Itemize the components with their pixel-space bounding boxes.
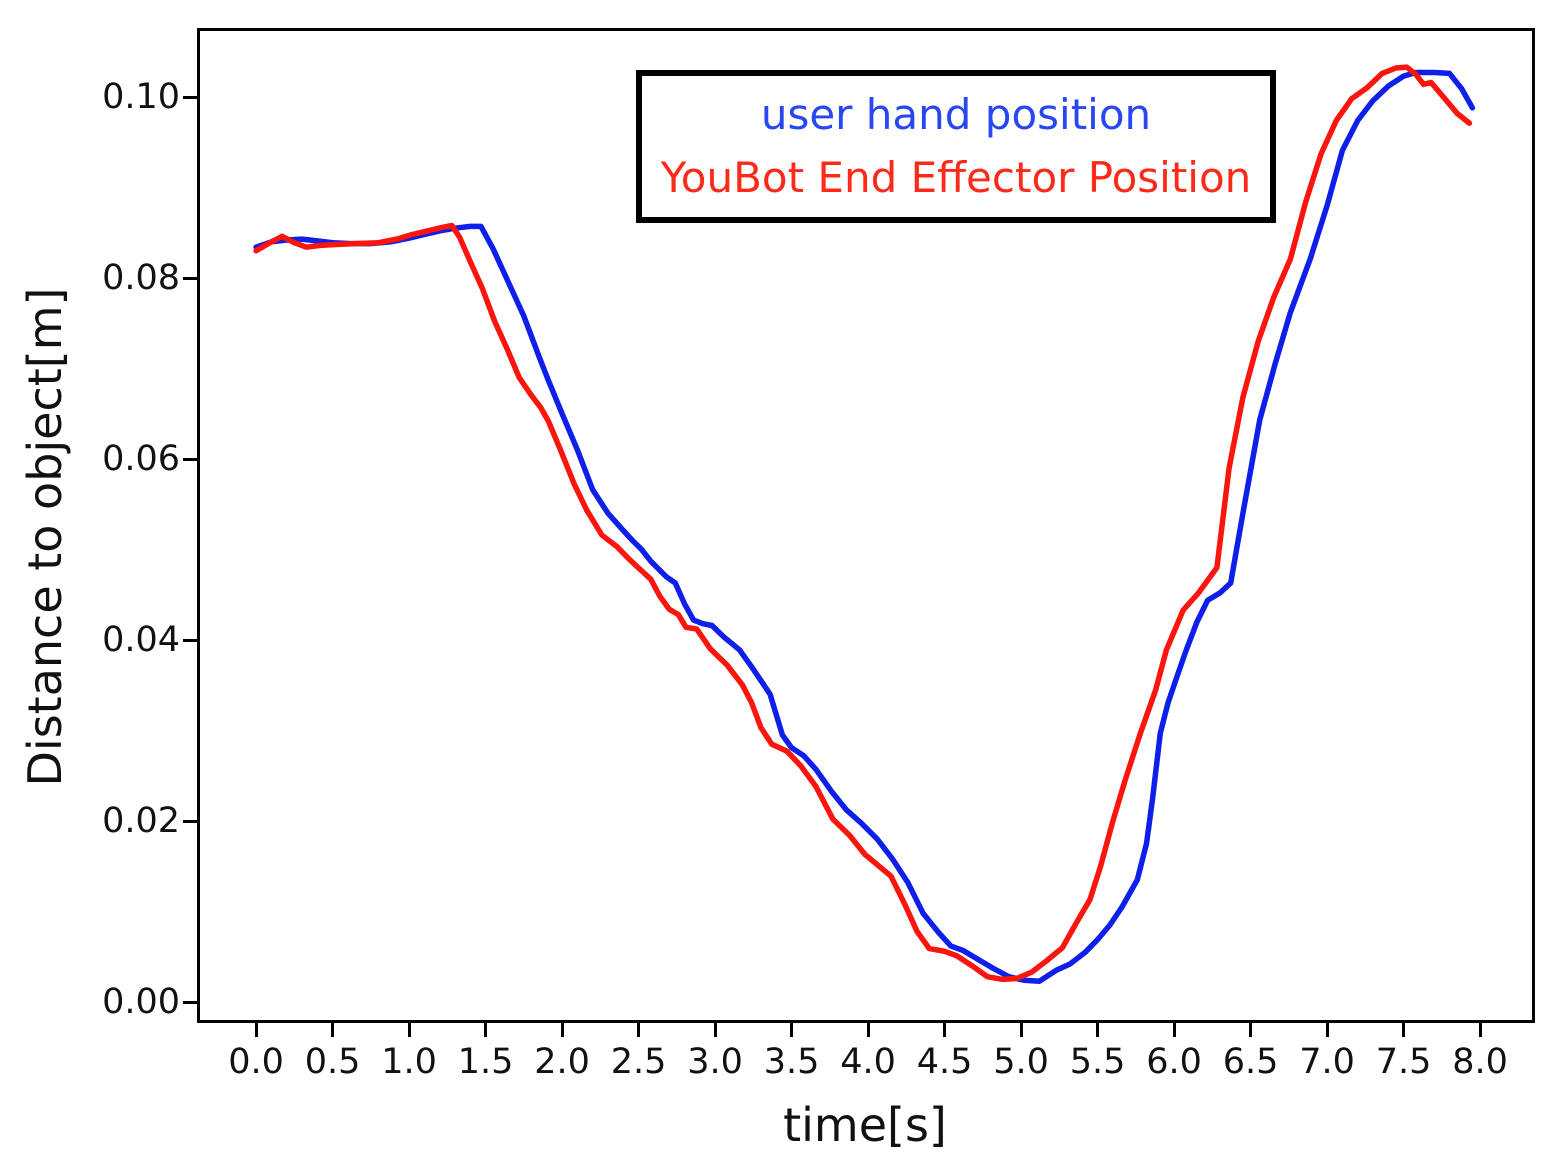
x-tick xyxy=(713,1023,717,1037)
plot-area xyxy=(197,28,1535,1023)
y-tick-label: 0.02 xyxy=(102,801,180,841)
x-tick xyxy=(943,1023,947,1037)
x-tick-label: 6.5 xyxy=(1222,1042,1279,1082)
y-tick-label: 0.06 xyxy=(102,439,180,479)
x-tick xyxy=(1249,1023,1253,1037)
x-tick-label: 6.0 xyxy=(1146,1042,1202,1082)
x-tick xyxy=(560,1023,564,1037)
x-tick-label: 3.5 xyxy=(763,1042,820,1082)
series-line-youbot xyxy=(253,64,1473,983)
x-tick xyxy=(1402,1023,1406,1037)
x-tick xyxy=(1172,1023,1176,1037)
y-axis-title: Distance to object[m] xyxy=(18,287,72,787)
x-tick xyxy=(1478,1023,1482,1037)
x-tick-label: 0.0 xyxy=(228,1042,284,1082)
x-tick-label: 0.5 xyxy=(304,1042,361,1082)
series-line-user-hand xyxy=(253,69,1476,984)
x-tick xyxy=(1096,1023,1100,1037)
y-tick xyxy=(183,276,197,280)
x-tick xyxy=(790,1023,794,1037)
x-tick-label: 4.5 xyxy=(916,1042,973,1082)
x-tick-label: 7.5 xyxy=(1375,1042,1432,1082)
x-tick-label: 5.5 xyxy=(1069,1042,1126,1082)
x-tick xyxy=(1019,1023,1023,1037)
x-tick-label: 2.5 xyxy=(610,1042,667,1082)
x-tick-label: 3.0 xyxy=(687,1042,743,1082)
y-tick xyxy=(183,457,197,461)
y-tick-label: 0.10 xyxy=(102,77,180,117)
y-tick-label: 0.04 xyxy=(102,620,180,660)
x-axis-title: time[s] xyxy=(783,1098,947,1152)
x-tick-label: 2.0 xyxy=(534,1042,590,1082)
legend-entry-youbot: YouBot End Effector Position xyxy=(660,152,1252,202)
x-tick-label: 5.0 xyxy=(993,1042,1049,1082)
plot-frame xyxy=(197,28,1535,1023)
x-tick xyxy=(331,1023,335,1037)
y-tick xyxy=(183,1000,197,1004)
x-tick xyxy=(866,1023,870,1037)
y-tick xyxy=(183,638,197,642)
y-tick xyxy=(183,819,197,823)
legend-entry-user-hand: user hand position xyxy=(760,90,1152,140)
x-tick xyxy=(637,1023,641,1037)
y-tick-label: 0.08 xyxy=(102,258,180,298)
legend: user hand position YouBot End Effector P… xyxy=(636,70,1276,223)
x-tick xyxy=(484,1023,488,1037)
x-tick-label: 1.0 xyxy=(381,1042,437,1082)
chart-canvas xyxy=(197,28,1535,1023)
x-tick-label: 8.0 xyxy=(1452,1042,1508,1082)
y-tick-label: 0.00 xyxy=(102,982,180,1022)
x-tick-label: 7.0 xyxy=(1299,1042,1355,1082)
x-tick xyxy=(254,1023,258,1037)
x-tick xyxy=(1325,1023,1329,1037)
x-tick xyxy=(407,1023,411,1037)
x-tick-label: 1.5 xyxy=(457,1042,514,1082)
x-tick-label: 4.0 xyxy=(840,1042,896,1082)
y-tick xyxy=(183,95,197,99)
